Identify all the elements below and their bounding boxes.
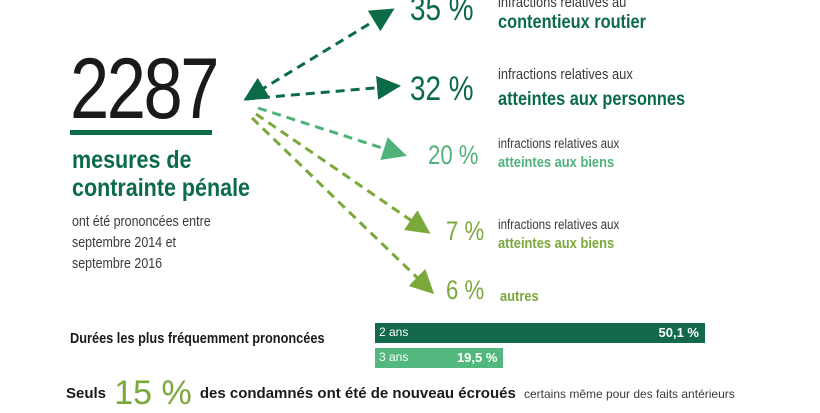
- percent-atteintes-personnes: 32 %: [410, 70, 474, 108]
- breakdown-arrows: [243, 8, 435, 295]
- desc-main-contentieux-routier: contentieux routier: [498, 12, 646, 33]
- percent-autres: 6 %: [446, 275, 485, 305]
- arrow-autres: [250, 116, 435, 295]
- desc-top-atteintes-biens-20: infractions relatives aux: [498, 136, 620, 151]
- percent-atteintes-biens-20: 20 %: [428, 140, 479, 170]
- duration-bar-3-ans-label: 3 ans: [379, 350, 409, 364]
- bottom-text: des condamnés ont été de nouveau écroués: [199, 385, 516, 402]
- desc-main-atteintes-biens-7: atteintes aux biens: [498, 235, 615, 252]
- desc-top-atteintes-biens-7: infractions relatives aux: [498, 217, 620, 232]
- arrow-atteintes-biens-20: [257, 106, 407, 160]
- desc-top-atteintes-personnes: infractions relatives aux: [498, 66, 633, 83]
- arrow-atteintes-biens-7: [255, 112, 431, 234]
- durations-label: Durées les plus fréquemment prononcées: [70, 331, 325, 347]
- bottom-statement: Seuls 15 % des condamnés ont été de nouv…: [66, 374, 735, 413]
- durations-bars: 2 ans 50,1 % 3 ans 19,5 %: [375, 323, 705, 371]
- duration-bar-2-ans-label: 2 ans: [379, 325, 409, 339]
- bottom-small-text: certains même pour des faits antérieurs: [523, 387, 735, 401]
- number-underline: [70, 130, 212, 135]
- percent-contentieux-routier: 35 %: [410, 0, 474, 28]
- total-measures-number: 2287: [70, 41, 220, 137]
- subtitle-line-1: ont été prononcées entre: [72, 214, 211, 230]
- duration-bar-3-ans: 3 ans 19,5 %: [375, 348, 504, 368]
- desc-top-contentieux-routier: infractions relatives au: [498, 0, 627, 11]
- duration-bar-2-ans: 2 ans 50,1 %: [375, 323, 705, 343]
- desc-main-atteintes-personnes: atteintes aux personnes: [498, 89, 686, 110]
- arrow-contentieux-routier: [243, 8, 395, 101]
- headline-title-line-1: mesures de: [72, 146, 192, 174]
- bottom-prefix: Seuls: [66, 385, 107, 402]
- headline-title-line-2: contrainte pénale: [72, 174, 251, 202]
- bottom-percent: 15 %: [114, 374, 192, 412]
- headline-title: mesures de contrainte pénale: [72, 146, 250, 202]
- duration-bar-3-ans-value: 19,5 %: [456, 350, 498, 365]
- desc-main-autres: autres: [500, 288, 539, 305]
- subtitle-line-2: septembre 2014 et: [72, 235, 176, 251]
- subtitle-line-3: septembre 2016: [72, 256, 163, 272]
- arrow-atteintes-personnes: [245, 75, 401, 101]
- duration-bar-2-ans-value: 50,1 %: [658, 325, 699, 340]
- desc-main-atteintes-biens-20: atteintes aux biens: [498, 154, 615, 171]
- headline-subtitle: ont été prononcées entre septembre 2014 …: [72, 212, 211, 275]
- percent-atteintes-biens-7: 7 %: [446, 216, 485, 246]
